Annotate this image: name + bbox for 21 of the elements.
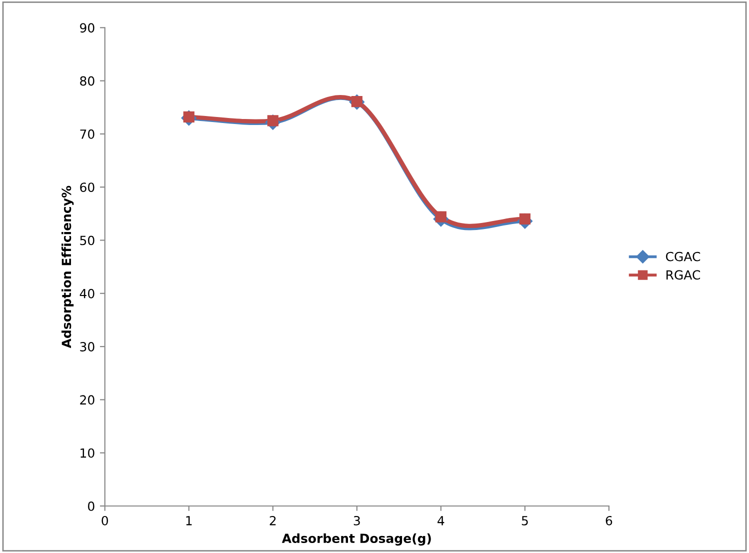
y-tick-label: 60	[80, 182, 94, 192]
y-tick-label: 90	[80, 23, 94, 33]
x-tick-label: 1	[186, 516, 192, 526]
x-tick-label: 4	[438, 516, 444, 526]
y-tick-label: 50	[80, 236, 94, 246]
y-tick-label: 80	[80, 76, 94, 86]
y-tick-label: 10	[80, 448, 94, 458]
y-tick-label: 20	[80, 395, 94, 405]
y-tick-label: 0	[88, 501, 94, 511]
x-tick-label: 6	[606, 516, 612, 526]
y-tick-label: 70	[80, 129, 94, 139]
legend-label: RGAC	[666, 270, 700, 280]
x-tick-label: 0	[102, 516, 108, 526]
x-tick-label: 2	[270, 516, 276, 526]
x-axis-title: Adsorbent Dosage(g)	[282, 533, 431, 546]
x-tick-label: 3	[354, 516, 360, 526]
x-tick-label: 5	[522, 516, 528, 526]
y-tick-label: 30	[80, 342, 94, 352]
y-axis-title: Adsorption Efficiency%	[61, 186, 74, 348]
legend-label: CGAC	[666, 252, 700, 262]
y-tick-label: 40	[80, 288, 94, 298]
